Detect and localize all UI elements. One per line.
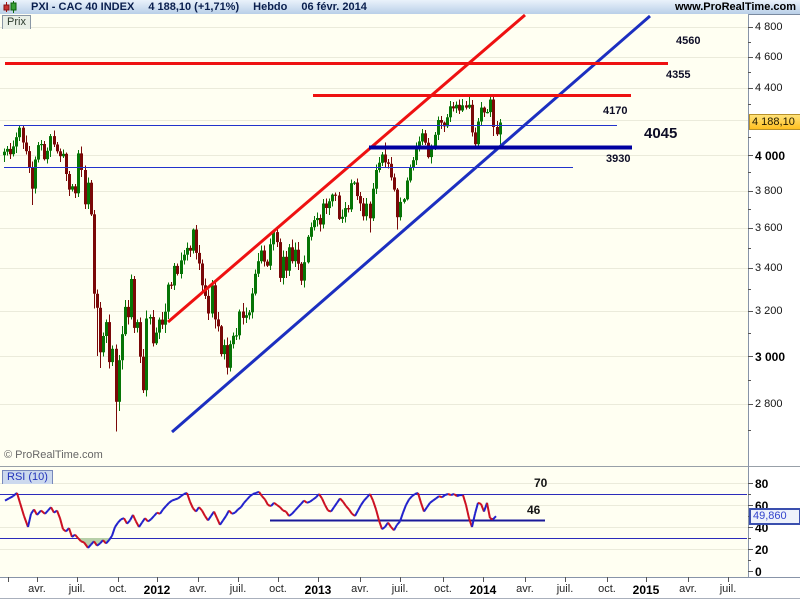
x-axis-label-2013: 2013	[304, 583, 332, 597]
prorealtime-url: www.ProRealTime.com	[674, 1, 796, 13]
y-axis-label-4000: 4 000	[755, 148, 786, 163]
y-axis-label-4600: 4 600	[755, 50, 783, 63]
x-axis-label-oct: oct.	[269, 583, 287, 595]
x-axis-label-juil: juil.	[391, 583, 409, 595]
x-axis-label-oct: oct.	[598, 583, 616, 595]
last-quote: 4 188,10 (+1,71%)	[148, 1, 240, 13]
tab-price-panel[interactable]: Prix	[2, 15, 31, 29]
x-axis-label-juil: juil.	[68, 583, 86, 595]
x-axis-label-2012: 2012	[143, 583, 171, 597]
instrument-name: PXI - CAC 40 INDEX	[31, 1, 135, 13]
rsi-value-box: 49,860	[749, 508, 800, 525]
y-axis-label-3000: 3 000	[755, 349, 786, 364]
x-axis-label-2014: 2014	[469, 583, 497, 597]
level-label-4560: 4560	[676, 35, 701, 47]
x-axis-label-avr: avr.	[679, 583, 697, 595]
rsi-axis-label-80: 80	[755, 476, 769, 491]
prorealtime-watermark: © ProRealTime.com	[4, 449, 103, 461]
y-axis-label-3600: 3 600	[755, 221, 783, 234]
y-axis-label-3800: 3 800	[755, 184, 783, 197]
tab-rsi-panel[interactable]: RSI (10)	[2, 470, 53, 484]
x-axis-label-2015: 2015	[632, 583, 660, 597]
timeframe-label: Hebdo	[253, 1, 288, 13]
y-axis-label-3400: 3 400	[755, 261, 783, 274]
level-label-3930: 3930	[606, 153, 631, 165]
level-label-4170: 4170	[603, 105, 628, 117]
chart-header: PXI - CAC 40 INDEX 4 188,10 (+1,71%) Heb…	[0, 0, 800, 15]
x-axis-label-avr: avr.	[189, 583, 207, 595]
y-axis-label-4400: 4 400	[755, 81, 783, 94]
x-axis-label-oct: oct.	[109, 583, 127, 595]
y-axis-label-4800: 4 800	[755, 20, 783, 33]
x-axis-label-juil: juil.	[229, 583, 247, 595]
x-axis-label-juil: juil.	[556, 583, 574, 595]
rsi-level-label-46: 46	[527, 503, 541, 517]
level-label-4045: 4045	[644, 125, 678, 142]
y-axis-label-3200: 3 200	[755, 304, 783, 317]
rsi-axis-label-0: 0	[755, 564, 762, 579]
x-axis-label-oct: oct.	[434, 583, 452, 595]
level-label-4355: 4355	[666, 69, 691, 81]
x-axis-label-juil: juil.	[719, 583, 737, 595]
last-price-tag: 4 188,10	[749, 114, 800, 130]
x-axis-label-avr: avr.	[516, 583, 534, 595]
candlestick-icon	[3, 1, 17, 13]
x-axis-label-avr: avr.	[351, 583, 369, 595]
x-axis-label-avr: avr.	[28, 583, 46, 595]
rsi-axis-label-20: 20	[755, 542, 769, 557]
quote-date: 06 févr. 2014	[301, 1, 367, 13]
y-axis-label-2800: 2 800	[755, 397, 783, 410]
rsi-level-label-70: 70	[534, 476, 548, 490]
